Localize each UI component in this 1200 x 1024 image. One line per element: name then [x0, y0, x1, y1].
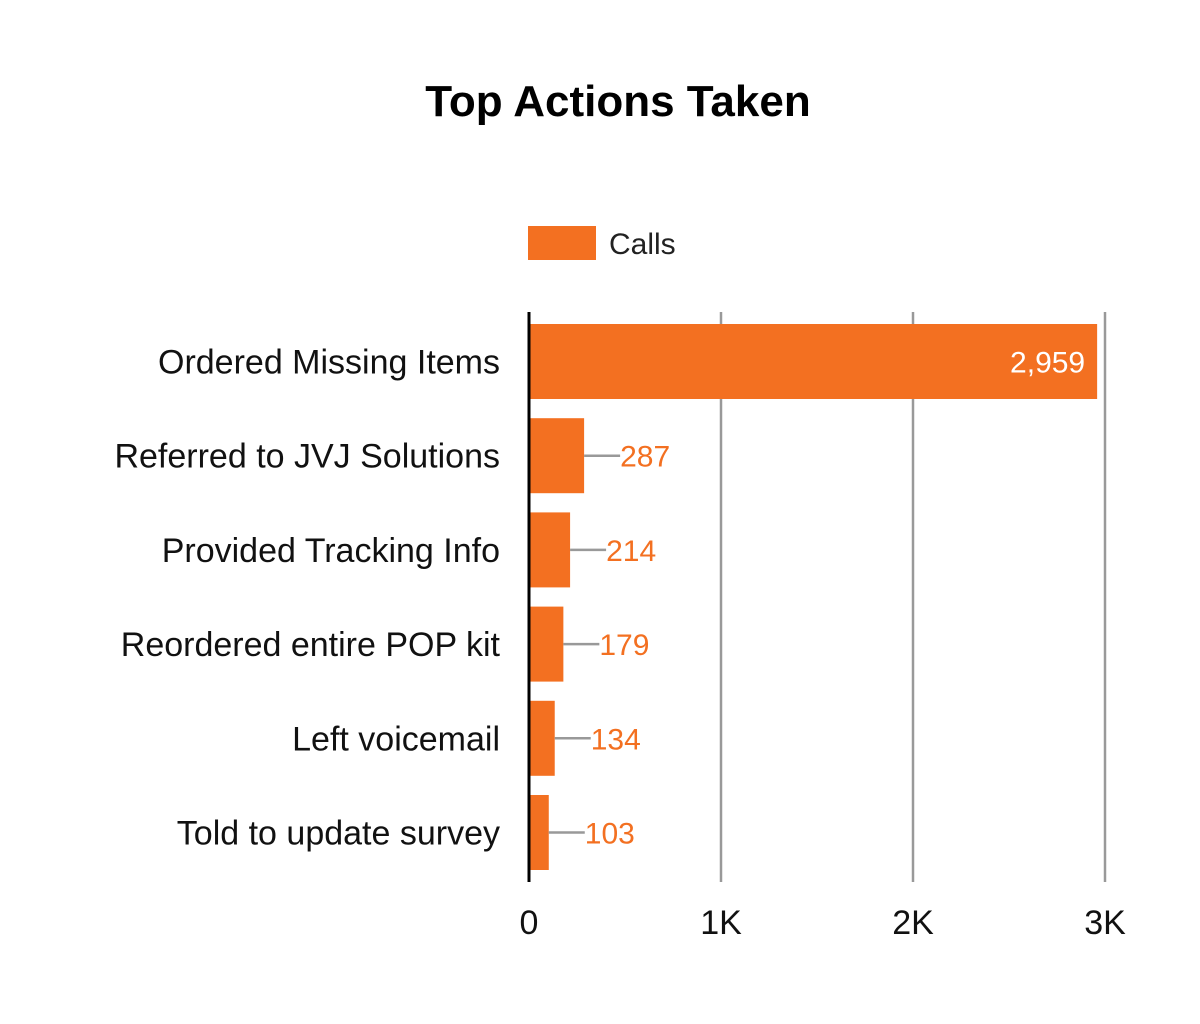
x-tick-label: 0 — [520, 904, 539, 942]
legend-label: Calls — [609, 228, 676, 261]
bar — [529, 606, 564, 682]
bar — [529, 324, 1098, 399]
x-tick-label: 1K — [700, 904, 742, 942]
category-label: Ordered Missing Items — [158, 344, 500, 382]
bar — [529, 795, 549, 870]
gridlines — [719, 312, 1107, 882]
value-label: 287 — [620, 441, 670, 474]
x-axis-ticks: 0 1K 2K 3K — [520, 904, 1127, 942]
category-label: Reordered entire POP kit — [121, 626, 501, 664]
value-label: 2,959 — [1010, 347, 1085, 380]
value-label: 134 — [591, 723, 641, 756]
category-label: Referred to JVJ Solutions — [114, 438, 500, 476]
legend-swatch — [528, 226, 596, 260]
category-label: Left voicemail — [292, 720, 500, 758]
value-label: 103 — [585, 818, 635, 851]
bars — [529, 324, 1098, 870]
category-label: Provided Tracking Info — [162, 532, 500, 570]
value-connectors — [548, 454, 621, 834]
x-tick-label: 2K — [892, 904, 934, 942]
bar — [529, 512, 571, 588]
category-label: Told to update survey — [177, 815, 500, 853]
x-tick-label: 3K — [1084, 904, 1126, 942]
value-label: 179 — [599, 629, 649, 662]
bar — [529, 700, 555, 776]
bar — [529, 418, 585, 494]
legend: Calls — [528, 226, 676, 261]
value-label: 214 — [606, 535, 656, 568]
category-labels: Ordered Missing Items Referred to JVJ Sol… — [114, 344, 500, 853]
chart-title: Top Actions Taken — [425, 77, 810, 126]
value-labels: 2,959 287 214 179 134 103 — [585, 347, 1085, 851]
